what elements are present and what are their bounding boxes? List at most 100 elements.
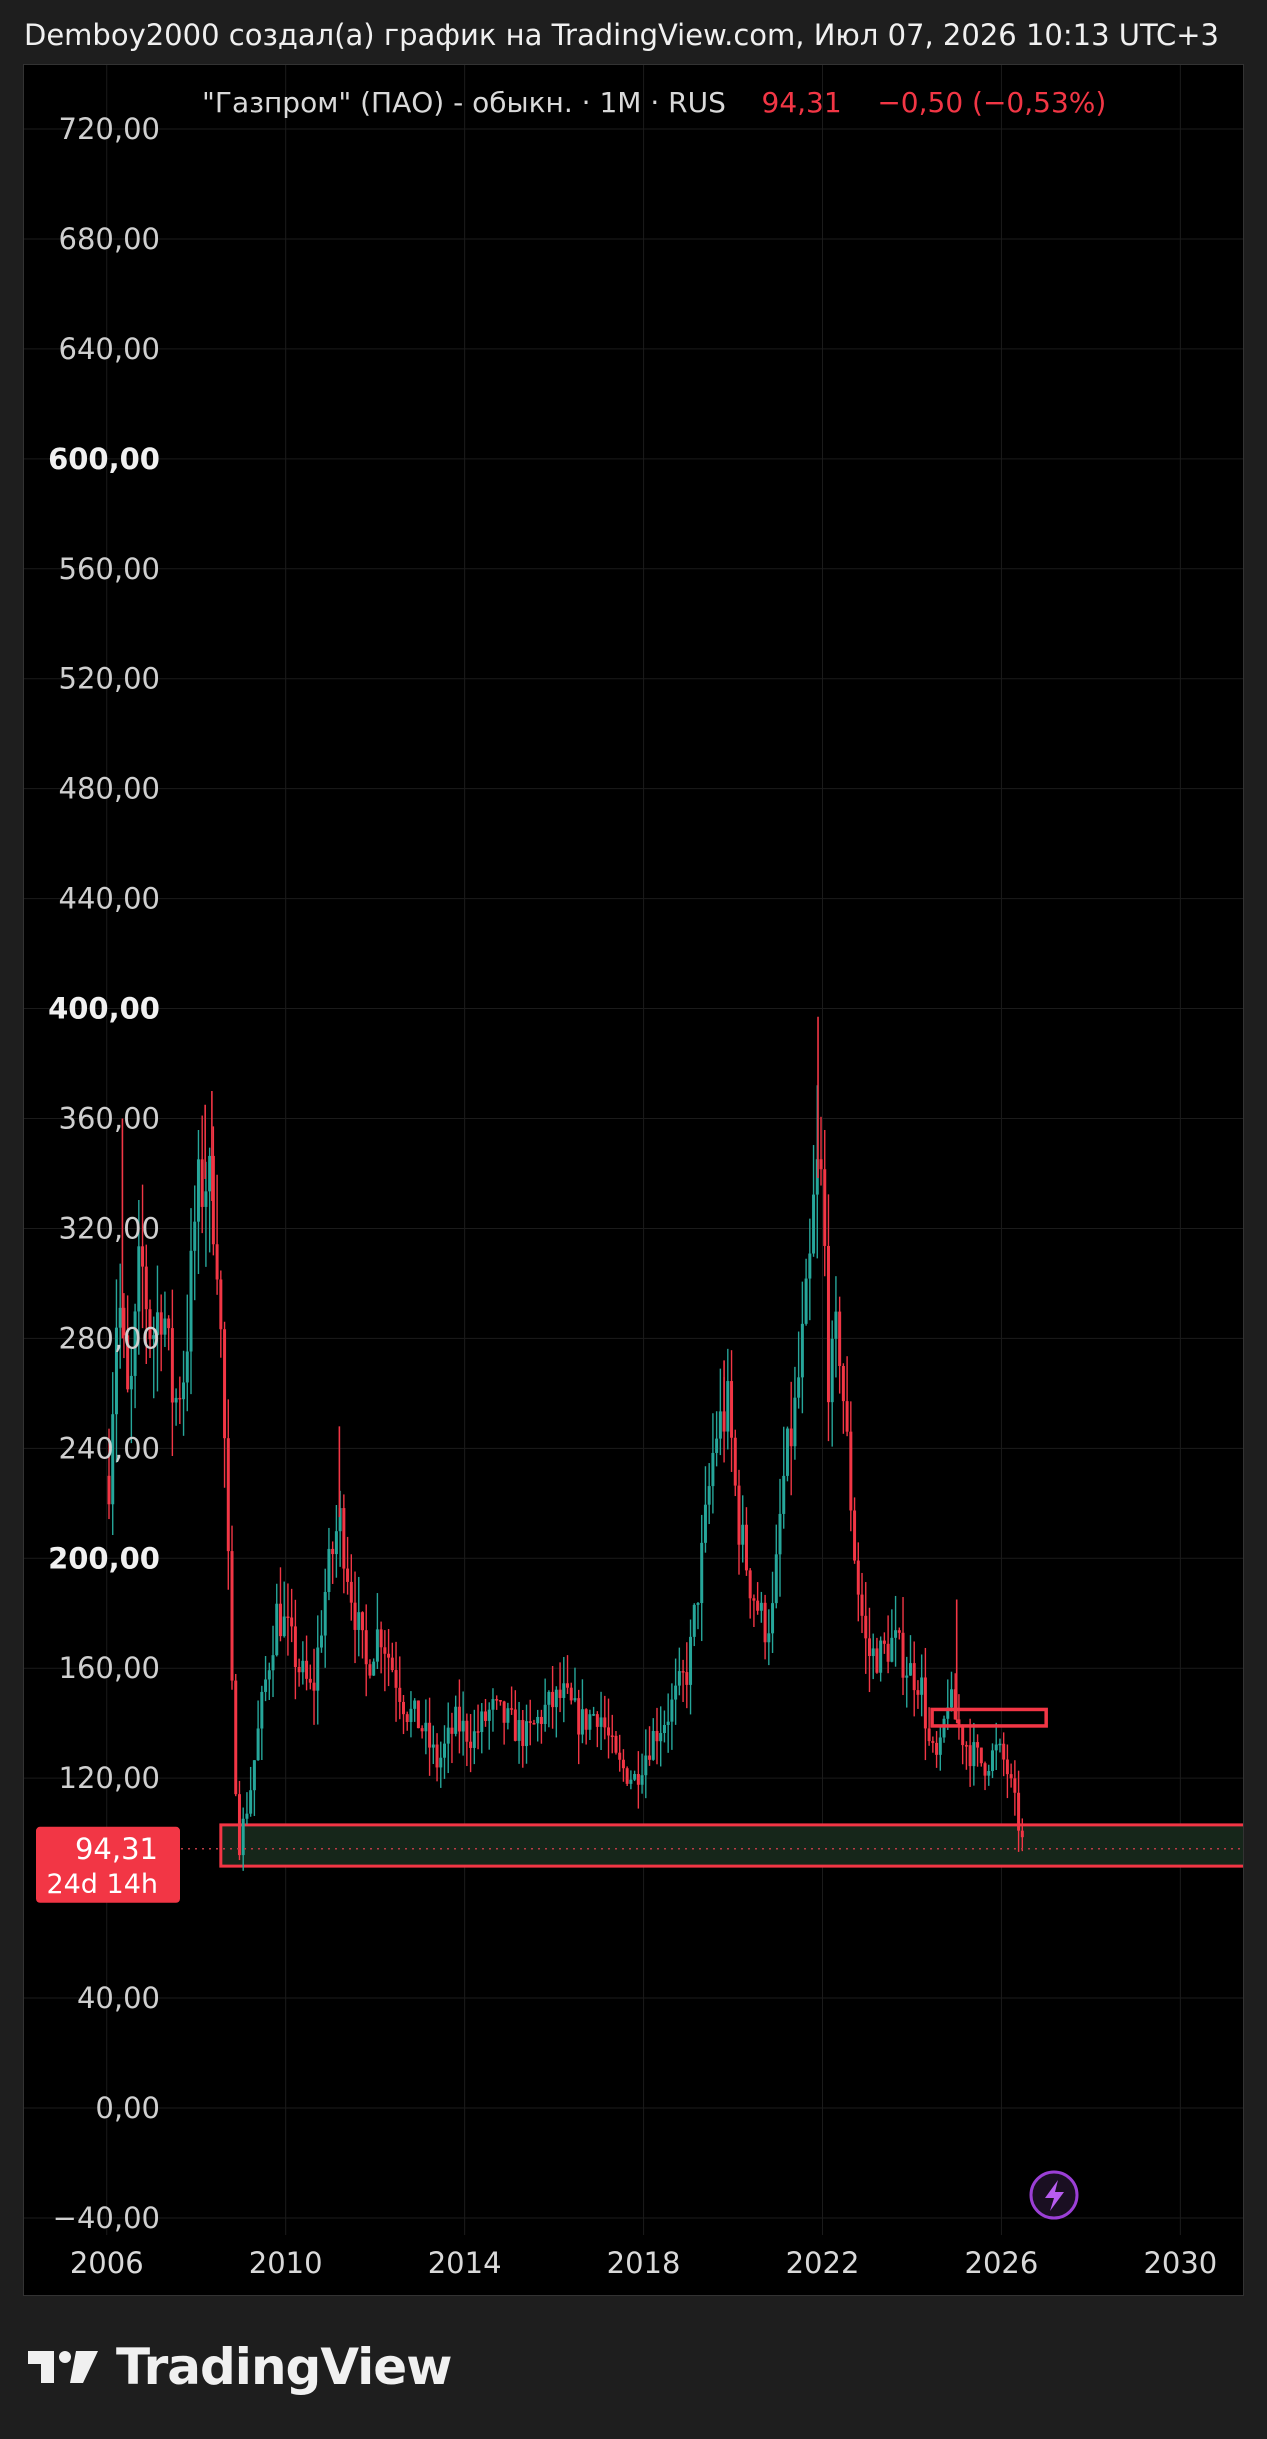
candle-body: [349, 1581, 353, 1603]
candle-body: [621, 1759, 625, 1769]
chart-panel[interactable]: 720,00 680,00 640,00 600,00 560,00 520,00 480,…: [23, 64, 1244, 2296]
candle-body: [633, 1774, 637, 1780]
candle-body: [383, 1647, 387, 1654]
y-tick-label: 160,00: [59, 1651, 160, 1685]
candle-body: [908, 1663, 912, 1676]
y-tick-label: 400,00: [48, 992, 160, 1026]
candle-body: [812, 1194, 816, 1254]
candle-body: [804, 1278, 808, 1324]
candle-body: [573, 1698, 577, 1701]
x-tick-label: 2018: [607, 2246, 681, 2280]
candle-body: [271, 1655, 275, 1671]
candle-body: [968, 1745, 972, 1767]
candle-body: [379, 1629, 383, 1648]
candle-body: [480, 1711, 484, 1733]
candle-body: [711, 1452, 715, 1487]
candle-body: [1013, 1778, 1017, 1793]
x-tick-label: 2030: [1143, 2246, 1217, 2280]
x-tick-label: 2006: [70, 2246, 144, 2280]
lightning-icon[interactable]: [1029, 2170, 1079, 2220]
candle-body: [551, 1691, 555, 1708]
tradingview-logo[interactable]: TradingView: [28, 2338, 452, 2396]
candle-body: [696, 1603, 700, 1605]
support-zone[interactable]: [219, 1823, 1243, 1868]
candle-body: [230, 1551, 234, 1681]
candle-body: [394, 1670, 398, 1688]
candle-body: [916, 1690, 920, 1695]
candle-body: [718, 1411, 722, 1439]
candle-body: [107, 1475, 111, 1505]
candle-body: [219, 1279, 223, 1330]
candle-body: [469, 1741, 473, 1748]
candle-body: [200, 1159, 204, 1207]
candle-body: [640, 1775, 644, 1785]
candle-body: [860, 1594, 864, 1616]
candle-body: [923, 1677, 927, 1729]
candle-body: [681, 1671, 685, 1673]
candle-body: [942, 1718, 946, 1738]
candle-body: [252, 1760, 256, 1791]
candle-body: [278, 1603, 282, 1637]
candle-body: [1005, 1759, 1009, 1775]
candle-body: [111, 1414, 115, 1505]
candle-body: [297, 1666, 301, 1673]
candle-body: [715, 1438, 719, 1453]
candle-body: [420, 1728, 424, 1732]
candle-body: [871, 1648, 875, 1657]
interval-label[interactable]: 1M: [599, 86, 642, 119]
candle-body: [722, 1411, 726, 1432]
candle-body: [558, 1689, 562, 1698]
candle-body: [308, 1678, 312, 1683]
candle-body: [319, 1635, 323, 1648]
candle-body: [521, 1720, 525, 1747]
candle-body: [946, 1707, 950, 1719]
candle-body: [390, 1657, 394, 1671]
candle-body: [152, 1335, 156, 1340]
y-tick-label: 520,00: [59, 662, 160, 696]
candle-body: [935, 1742, 939, 1755]
candle-body: [360, 1612, 364, 1631]
candle-body: [744, 1524, 748, 1571]
candle-body: [864, 1615, 868, 1639]
candle-body: [610, 1735, 614, 1737]
candle-body: [256, 1728, 260, 1761]
resistance-box[interactable]: [930, 1707, 1048, 1728]
candle-body: [782, 1475, 786, 1514]
price-chart[interactable]: 720,00 680,00 640,00 600,00 560,00 520,00 480,…: [24, 65, 1243, 2295]
tradingview-logo-icon: [28, 2351, 98, 2383]
candle-body: [759, 1602, 763, 1611]
candle-body: [211, 1155, 215, 1245]
price-label-background: [36, 1826, 180, 1903]
candle-body: [167, 1318, 171, 1329]
candle-body: [237, 1794, 241, 1856]
legend-price: 94,31: [761, 86, 842, 119]
candle-body: [961, 1726, 965, 1746]
candle-body: [625, 1768, 629, 1784]
candle-body: [849, 1431, 853, 1511]
candle-body: [793, 1397, 797, 1447]
candle-body: [416, 1700, 420, 1729]
candle-body: [133, 1311, 137, 1376]
candle-body: [983, 1763, 987, 1776]
candle-body: [487, 1709, 491, 1721]
y-tick-label: 560,00: [59, 552, 160, 586]
candle-body: [979, 1747, 983, 1764]
candle-body: [659, 1733, 663, 1742]
legend-separator: ·: [581, 86, 600, 119]
candle-body: [264, 1679, 268, 1692]
candle-body: [577, 1698, 581, 1735]
candle-body: [517, 1720, 521, 1741]
candle-body: [170, 1328, 174, 1403]
y-tick-label: 40,00: [77, 1981, 160, 2015]
y-tick-label: 200,00: [48, 1541, 160, 1575]
candle-body: [614, 1735, 618, 1753]
lightning-icon-bolt: [1045, 2180, 1064, 2211]
candle-body: [442, 1743, 446, 1758]
candle-body: [126, 1335, 130, 1390]
candle-body: [618, 1752, 622, 1760]
candle-body: [525, 1721, 529, 1747]
candle-body: [927, 1728, 931, 1742]
candle-body: [439, 1757, 443, 1768]
candle-body: [368, 1664, 372, 1676]
